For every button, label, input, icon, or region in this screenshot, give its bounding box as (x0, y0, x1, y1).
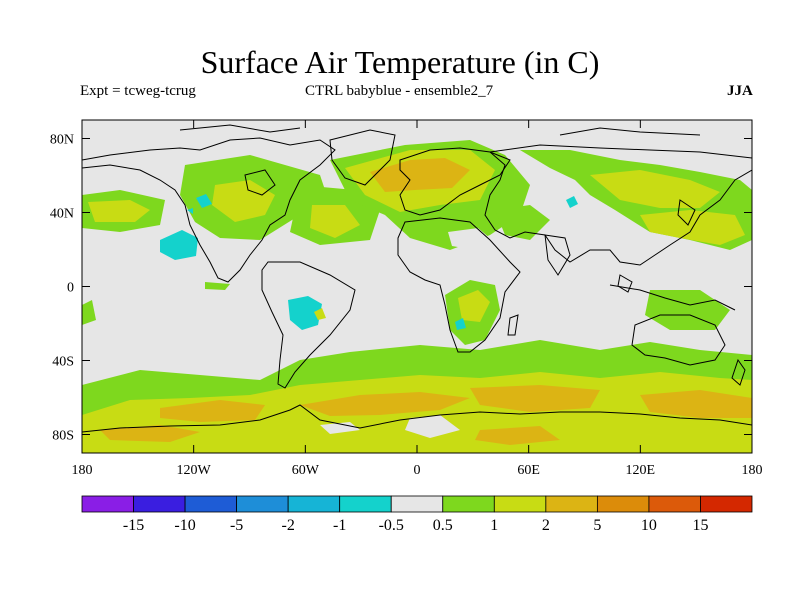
latitude-axis: 80N 40N 0 40S 80S (50, 133, 752, 444)
anomaly-region (212, 180, 275, 222)
anomaly-region (320, 422, 360, 434)
colorbar-swatch (81, 495, 134, 513)
anomaly-region (370, 158, 470, 192)
anomaly-region (640, 390, 752, 418)
coastline-islands (617, 274, 633, 293)
lon-tick-label: 180 (72, 463, 93, 478)
colorbar-swatch (493, 495, 547, 513)
colorbar-label: 5 (593, 517, 601, 534)
colorbar-label: 15 (692, 517, 708, 534)
colorbar-label: 2 (542, 517, 550, 534)
coastlines (82, 124, 752, 433)
anomaly-region (82, 300, 96, 325)
colorbar-label: 10 (641, 517, 657, 534)
chart-title: Surface Air Temperature (in C) (200, 44, 600, 80)
colorbar-swatch (442, 495, 495, 513)
colorbar-label: -2 (281, 517, 294, 534)
anomaly-region (448, 228, 492, 250)
ensemble-label: CTRL babyblue - ensemble2_7 (305, 83, 494, 99)
colorbar-swatch (287, 495, 341, 513)
lat-tick-label: 80S (52, 429, 74, 444)
anomaly-shading (82, 140, 752, 453)
colorbar-label: -1 (333, 517, 346, 534)
anomaly-region (88, 200, 150, 222)
lon-tick-label: 120E (626, 463, 656, 478)
experiment-label: Expt = tcweg-tcrug (80, 83, 196, 99)
coastline-new-zealand (731, 358, 746, 386)
coastline-antarctica (82, 404, 752, 433)
coastline-greenland (329, 129, 396, 186)
anomaly-region (205, 282, 230, 290)
season-label: JJA (727, 83, 753, 99)
colorbar-label: -15 (123, 517, 144, 534)
coastline-australia (631, 314, 726, 366)
colorbar-swatch (390, 495, 444, 513)
lon-tick-label: 60W (292, 463, 320, 478)
colorbar-label: 0.5 (433, 517, 453, 534)
colorbar-label: -0.5 (379, 517, 404, 534)
colorbar-swatch (700, 495, 753, 513)
anomaly-region (288, 296, 322, 330)
colorbar-swatch (545, 495, 598, 513)
colorbar-swatch (339, 495, 392, 513)
anomaly-region (160, 230, 198, 260)
coastline-japan (677, 199, 696, 226)
colorbar-label: -10 (174, 517, 195, 534)
coastline-south-america (261, 261, 356, 389)
anomaly-region (470, 385, 600, 412)
anomaly-region (187, 208, 193, 214)
coastline-north-america (82, 137, 336, 283)
anomaly-region (100, 425, 200, 442)
longitude-axis: 180 120W 60W 0 60E 120E 180 (72, 120, 763, 478)
anomaly-region (405, 415, 460, 438)
anomaly-region (300, 392, 470, 416)
colorbar-swatch (596, 495, 650, 513)
lon-tick-label: 120W (177, 463, 212, 478)
anomaly-region (314, 308, 326, 320)
lat-tick-label: 80N (50, 133, 74, 148)
lon-tick-label: 0 (414, 463, 421, 478)
anomaly-region (458, 290, 490, 322)
coastline-africa (397, 217, 521, 353)
lon-tick-label: 180 (742, 463, 763, 478)
lat-tick-label: 40N (50, 207, 74, 222)
colorbar: -15 -10 -5 -2 -1 -0.5 0.5 1 2 5 10 15 (81, 495, 753, 534)
lat-tick-label: 0 (67, 281, 74, 296)
anomaly-region (566, 196, 578, 208)
colorbar-swatch (184, 495, 238, 513)
coastline-arctic-islands (559, 127, 701, 136)
coastline-arctic-islands (179, 124, 301, 133)
anomaly-region (590, 170, 720, 208)
anomaly-region (196, 194, 212, 208)
map-field (82, 120, 752, 453)
colorbar-swatch (648, 495, 701, 513)
anomaly-region (310, 205, 360, 238)
lat-tick-label: 40S (52, 355, 74, 370)
coastline-india (544, 234, 571, 276)
colorbar-label: 1 (490, 517, 498, 534)
colorbar-swatch (236, 495, 289, 513)
colorbar-swatch (133, 495, 186, 513)
anomaly-region (160, 400, 265, 422)
anomaly-region (455, 318, 466, 330)
coastline-europe (399, 147, 511, 216)
anomaly-region (475, 426, 560, 445)
coastline-indonesia (609, 284, 736, 311)
coastline-hudson-bay (244, 169, 276, 196)
coastline-madagascar (507, 314, 519, 336)
coastline-asia (484, 144, 752, 266)
lon-tick-label: 60E (517, 463, 540, 478)
colorbar-label: -5 (230, 517, 243, 534)
anomaly-region (645, 290, 730, 330)
anomaly-region (495, 205, 550, 240)
